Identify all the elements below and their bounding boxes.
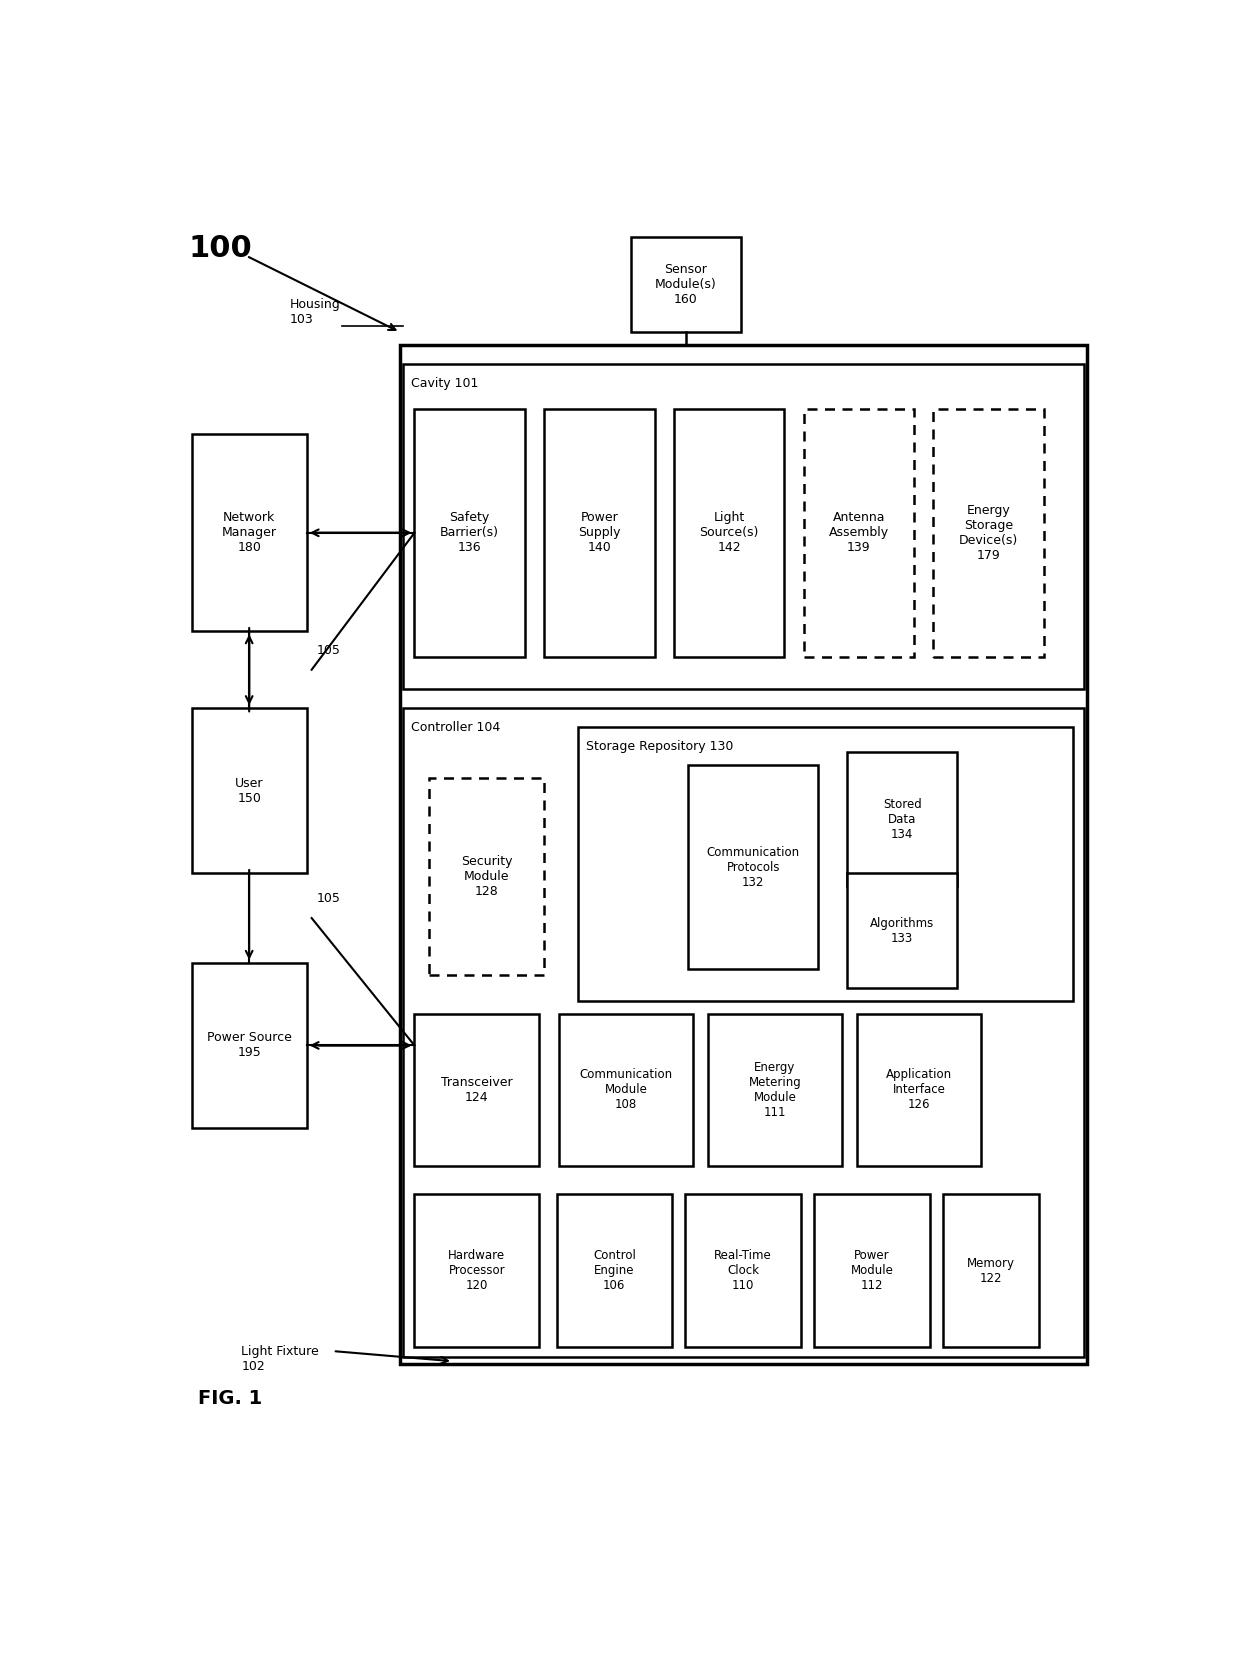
Bar — [686, 1194, 801, 1348]
Bar — [403, 364, 1084, 688]
Text: Power
Supply
140: Power Supply 140 — [578, 511, 621, 554]
Bar — [815, 1194, 930, 1348]
Text: Transceiver
124: Transceiver 124 — [441, 1077, 513, 1103]
Text: Stored
Data
134: Stored Data 134 — [883, 797, 921, 840]
Text: Light
Source(s)
142: Light Source(s) 142 — [699, 511, 759, 554]
Text: Energy
Metering
Module
111: Energy Metering Module 111 — [749, 1060, 801, 1120]
Text: Controller 104: Controller 104 — [410, 721, 500, 734]
Text: Communication
Protocols
132: Communication Protocols 132 — [707, 845, 800, 888]
Text: Power
Module
112: Power Module 112 — [851, 1249, 893, 1292]
Bar — [414, 409, 525, 657]
Bar — [557, 1194, 672, 1348]
Text: FIG. 1: FIG. 1 — [198, 1389, 263, 1409]
Text: Hardware
Processor
120: Hardware Processor 120 — [449, 1249, 506, 1292]
Bar — [847, 873, 957, 987]
Bar — [578, 728, 1073, 1001]
Text: Control
Engine
106: Control Engine 106 — [593, 1249, 636, 1292]
Text: User
150: User 150 — [234, 777, 263, 805]
Bar — [708, 1014, 842, 1166]
Bar — [401, 346, 1087, 1365]
Text: Real-Time
Clock
110: Real-Time Clock 110 — [714, 1249, 773, 1292]
Bar — [191, 708, 306, 873]
Bar — [857, 1014, 982, 1166]
Bar — [804, 409, 914, 657]
Bar — [544, 409, 655, 657]
Text: Cavity 101: Cavity 101 — [410, 377, 477, 390]
Bar — [675, 409, 785, 657]
Bar — [414, 1014, 539, 1166]
Bar — [414, 1194, 539, 1348]
Text: Sensor
Module(s)
160: Sensor Module(s) 160 — [655, 263, 717, 306]
Text: Power Source
195: Power Source 195 — [207, 1032, 291, 1060]
Text: Memory
122: Memory 122 — [967, 1257, 1016, 1285]
Bar — [191, 433, 306, 632]
Bar — [688, 766, 818, 969]
Text: 100: 100 — [188, 235, 253, 263]
Text: Application
Interface
126: Application Interface 126 — [885, 1068, 952, 1111]
Text: Light Fixture
102: Light Fixture 102 — [242, 1345, 319, 1373]
Text: Security
Module
128: Security Module 128 — [461, 855, 512, 898]
Bar — [429, 777, 544, 976]
Text: Algorithms
133: Algorithms 133 — [870, 916, 934, 944]
Bar — [934, 409, 1044, 657]
Text: 105: 105 — [316, 892, 340, 905]
Bar — [191, 963, 306, 1128]
Bar — [847, 753, 957, 887]
Text: Housing
103: Housing 103 — [290, 298, 340, 326]
Bar — [631, 237, 742, 332]
Text: Safety
Barrier(s)
136: Safety Barrier(s) 136 — [440, 511, 500, 554]
Text: Network
Manager
180: Network Manager 180 — [222, 511, 277, 554]
Text: 105: 105 — [316, 643, 340, 657]
Bar — [558, 1014, 693, 1166]
Text: Communication
Module
108: Communication Module 108 — [579, 1068, 672, 1111]
Text: Energy
Storage
Device(s)
179: Energy Storage Device(s) 179 — [959, 504, 1018, 562]
Text: Antenna
Assembly
139: Antenna Assembly 139 — [828, 511, 889, 554]
Text: Storage Repository 130: Storage Repository 130 — [585, 739, 733, 753]
Bar — [942, 1194, 1039, 1348]
Bar — [403, 708, 1084, 1358]
